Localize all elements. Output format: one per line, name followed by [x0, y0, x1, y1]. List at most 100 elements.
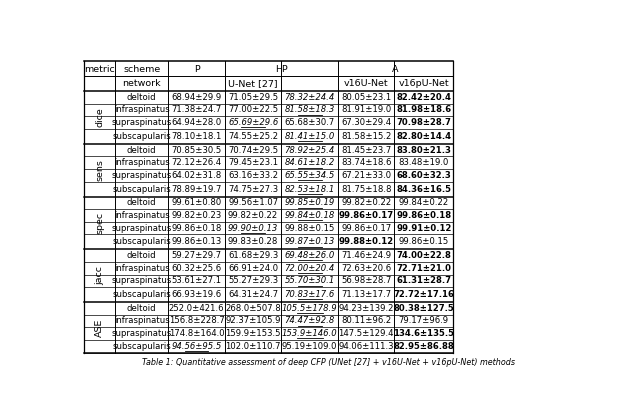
- Text: metric: metric: [84, 65, 115, 74]
- Text: 134.6±135.5: 134.6±135.5: [393, 329, 454, 338]
- Text: 174.8±164.0: 174.8±164.0: [169, 329, 225, 338]
- Text: 72.00±20.4: 72.00±20.4: [285, 264, 335, 273]
- Text: 94.06±111.3: 94.06±111.3: [339, 342, 394, 351]
- Text: 78.10±18.1: 78.10±18.1: [172, 132, 221, 141]
- Text: 99.82±0.23: 99.82±0.23: [172, 211, 221, 220]
- Text: 105.5±178.9: 105.5±178.9: [282, 304, 337, 313]
- Text: v16pU-Net: v16pU-Net: [399, 79, 449, 88]
- Text: 71.38±24.7: 71.38±24.7: [172, 106, 221, 114]
- Text: 59.27±29.7: 59.27±29.7: [172, 251, 221, 260]
- Text: spec: spec: [95, 212, 104, 234]
- Text: 80.11±96.2: 80.11±96.2: [341, 317, 391, 325]
- Text: 83.48±19.0: 83.48±19.0: [399, 158, 449, 167]
- Text: 99.85±0.19: 99.85±0.19: [285, 198, 335, 207]
- Text: 99.84±0.22: 99.84±0.22: [399, 198, 449, 207]
- Text: 70.98±28.7: 70.98±28.7: [396, 118, 451, 127]
- Text: supraspinatus: supraspinatus: [111, 171, 172, 180]
- Text: 94.23±139.2: 94.23±139.2: [339, 304, 394, 313]
- Text: 99.82±0.22: 99.82±0.22: [228, 211, 278, 220]
- Text: 94.56±95.5: 94.56±95.5: [172, 342, 221, 351]
- Text: 83.74±18.6: 83.74±18.6: [341, 158, 392, 167]
- Text: 99.86±0.18: 99.86±0.18: [396, 211, 451, 220]
- Text: 99.88±0.15: 99.88±0.15: [284, 224, 335, 233]
- Text: 78.89±19.7: 78.89±19.7: [172, 185, 221, 193]
- Text: deltoid: deltoid: [127, 304, 157, 313]
- Text: 72.63±20.6: 72.63±20.6: [341, 264, 391, 273]
- Text: 71.05±29.5: 71.05±29.5: [228, 93, 278, 102]
- Text: jacc: jacc: [95, 266, 104, 285]
- Text: 82.80±14.4: 82.80±14.4: [396, 132, 451, 141]
- Text: HP: HP: [275, 65, 288, 74]
- Text: 99.61±0.80: 99.61±0.80: [172, 198, 221, 207]
- Text: 66.91±24.0: 66.91±24.0: [228, 264, 278, 273]
- Text: 81.98±18.6: 81.98±18.6: [396, 106, 451, 114]
- Text: 102.0±110.7: 102.0±110.7: [225, 342, 281, 351]
- Text: 99.86±0.18: 99.86±0.18: [172, 224, 221, 233]
- Text: 81.91±19.0: 81.91±19.0: [341, 106, 391, 114]
- Text: 64.31±24.7: 64.31±24.7: [228, 290, 278, 299]
- Text: 53.61±27.1: 53.61±27.1: [172, 276, 221, 285]
- Text: 80.05±23.1: 80.05±23.1: [341, 93, 391, 102]
- Text: 84.36±16.5: 84.36±16.5: [396, 185, 451, 193]
- Text: 66.93±19.6: 66.93±19.6: [172, 290, 221, 299]
- Text: 147.5±129.4: 147.5±129.4: [339, 329, 394, 338]
- Text: 55.70±30.1: 55.70±30.1: [285, 276, 335, 285]
- Text: supraspinatus: supraspinatus: [111, 224, 172, 233]
- Text: v16U-Net: v16U-Net: [344, 79, 388, 88]
- Text: 99.86±0.13: 99.86±0.13: [172, 237, 221, 246]
- Text: 78.32±24.4: 78.32±24.4: [285, 93, 335, 102]
- Text: 99.88±0.12: 99.88±0.12: [339, 237, 394, 246]
- Text: network: network: [122, 79, 161, 88]
- Text: 268.0±507.8: 268.0±507.8: [225, 304, 281, 313]
- Text: 72.72±17.16: 72.72±17.16: [394, 290, 454, 299]
- Text: 74.47±92.8: 74.47±92.8: [285, 317, 335, 325]
- Text: supraspinatus: supraspinatus: [111, 118, 172, 127]
- Text: 78.92±25.4: 78.92±25.4: [285, 146, 335, 155]
- Text: 77.00±22.5: 77.00±22.5: [228, 106, 278, 114]
- Text: 84.61±18.2: 84.61±18.2: [285, 158, 335, 167]
- Text: 55.27±29.3: 55.27±29.3: [228, 276, 278, 285]
- Text: 156.8±228.7: 156.8±228.7: [169, 317, 225, 325]
- Text: 99.90±0.13: 99.90±0.13: [228, 224, 278, 233]
- Text: 252.0±421.6: 252.0±421.6: [169, 304, 224, 313]
- Text: 60.32±25.6: 60.32±25.6: [172, 264, 221, 273]
- Text: 74.00±22.8: 74.00±22.8: [396, 251, 451, 260]
- Text: subscapularis: subscapularis: [113, 185, 171, 193]
- Text: 68.60±32.3: 68.60±32.3: [396, 171, 451, 180]
- Text: 159.9±153.5: 159.9±153.5: [225, 329, 281, 338]
- Text: supraspinatus: supraspinatus: [111, 276, 172, 285]
- Text: 82.42±20.4: 82.42±20.4: [396, 93, 451, 102]
- Text: 56.98±28.7: 56.98±28.7: [341, 276, 392, 285]
- Text: 61.68±29.3: 61.68±29.3: [228, 251, 278, 260]
- Text: dice: dice: [95, 108, 104, 127]
- Text: subscapularis: subscapularis: [113, 237, 171, 246]
- Text: 99.82±0.22: 99.82±0.22: [341, 198, 391, 207]
- Text: infraspinatus: infraspinatus: [114, 158, 170, 167]
- Text: 72.71±21.0: 72.71±21.0: [396, 264, 451, 273]
- Text: 79.45±23.1: 79.45±23.1: [228, 158, 278, 167]
- Text: supraspinatus: supraspinatus: [111, 329, 172, 338]
- Text: 65.69±29.6: 65.69±29.6: [228, 118, 278, 127]
- Text: 82.95±86.88: 82.95±86.88: [394, 342, 454, 351]
- Text: subscapularis: subscapularis: [113, 342, 171, 351]
- Text: 72.12±26.4: 72.12±26.4: [172, 158, 221, 167]
- Text: deltoid: deltoid: [127, 251, 157, 260]
- Text: deltoid: deltoid: [127, 93, 157, 102]
- Text: 80.38±127.5: 80.38±127.5: [394, 304, 454, 313]
- Text: 67.21±33.0: 67.21±33.0: [341, 171, 391, 180]
- Text: 67.30±29.4: 67.30±29.4: [341, 118, 391, 127]
- Text: 153.9±146.0: 153.9±146.0: [282, 329, 337, 338]
- Text: Table 1: Quantitative assessment of deep CFP (UNet [27] + v16U-Net + v16pU-Net) : Table 1: Quantitative assessment of deep…: [141, 358, 515, 367]
- Text: subscapularis: subscapularis: [113, 290, 171, 299]
- Text: A: A: [392, 65, 399, 74]
- Text: 99.56±1.07: 99.56±1.07: [228, 198, 278, 207]
- Text: 81.45±23.7: 81.45±23.7: [341, 146, 391, 155]
- Text: 81.58±18.3: 81.58±18.3: [285, 106, 335, 114]
- Text: 99.83±0.28: 99.83±0.28: [228, 237, 278, 246]
- Text: 99.91±0.12: 99.91±0.12: [396, 224, 451, 233]
- Text: ASE: ASE: [95, 319, 104, 337]
- Text: infraspinatus: infraspinatus: [114, 317, 170, 325]
- Text: 74.75±27.3: 74.75±27.3: [228, 185, 278, 193]
- Text: 70.85±30.5: 70.85±30.5: [172, 146, 221, 155]
- Text: 99.84±0.18: 99.84±0.18: [285, 211, 335, 220]
